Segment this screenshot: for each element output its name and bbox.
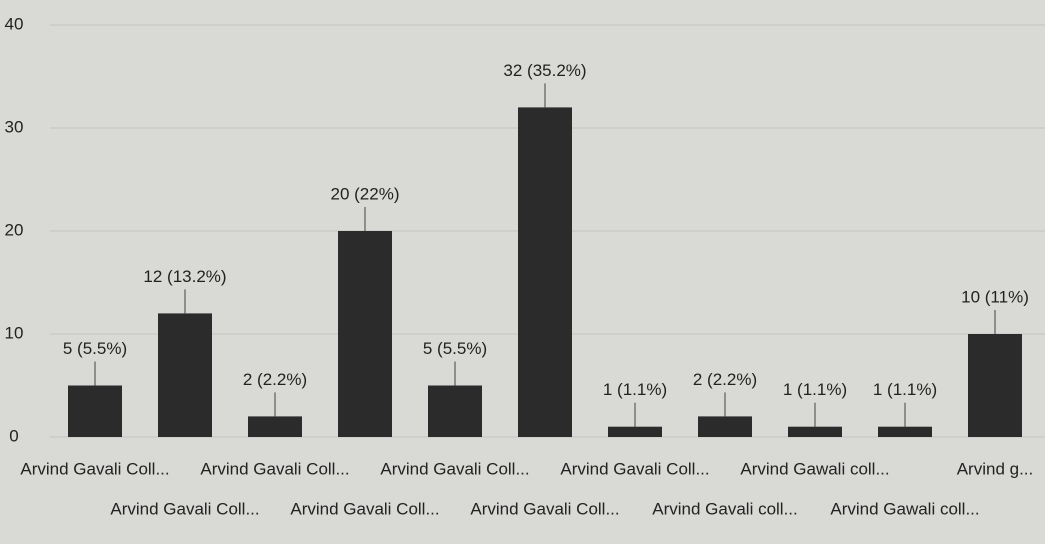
data-label: 10 (11%) bbox=[961, 287, 1029, 306]
x-tick-label: Arvind Gawali coll... bbox=[740, 459, 889, 478]
y-tick-label: 20 bbox=[5, 220, 24, 239]
bar bbox=[338, 231, 392, 437]
x-tick-label: Arvind g... bbox=[957, 459, 1034, 478]
x-tick-label: Arvind Gavali Coll... bbox=[380, 459, 529, 478]
x-tick-label: Arvind Gavali Coll... bbox=[110, 499, 259, 518]
data-label: 5 (5.5%) bbox=[63, 339, 127, 358]
x-tick-label: Arvind Gavali Coll... bbox=[560, 459, 709, 478]
bar bbox=[248, 416, 302, 437]
y-tick-label: 10 bbox=[5, 323, 24, 342]
data-label: 1 (1.1%) bbox=[873, 380, 937, 399]
bar bbox=[518, 107, 572, 438]
bar bbox=[608, 426, 662, 437]
data-label: 2 (2.2%) bbox=[243, 370, 307, 389]
data-label: 1 (1.1%) bbox=[783, 380, 847, 399]
x-tick-label: Arvind Gavali Coll... bbox=[200, 459, 349, 478]
x-tick-label: Arvind Gavali Coll... bbox=[20, 459, 169, 478]
y-tick-label: 0 bbox=[9, 426, 18, 445]
bar bbox=[428, 385, 482, 437]
bar bbox=[968, 334, 1022, 437]
bar bbox=[698, 416, 752, 437]
data-label: 2 (2.2%) bbox=[693, 370, 757, 389]
x-tick-label: Arvind Gavali coll... bbox=[652, 499, 798, 518]
data-label: 5 (5.5%) bbox=[423, 339, 487, 358]
y-tick-label: 30 bbox=[5, 117, 24, 136]
x-tick-label: Arvind Gavali Coll... bbox=[470, 499, 619, 518]
data-label: 1 (1.1%) bbox=[603, 380, 667, 399]
bar bbox=[68, 385, 122, 437]
x-tick-label: Arvind Gavali Coll... bbox=[290, 499, 439, 518]
bar bbox=[878, 426, 932, 437]
bar bbox=[158, 313, 212, 437]
data-label: 32 (35.2%) bbox=[503, 61, 586, 80]
y-tick-label: 40 bbox=[5, 14, 24, 33]
data-label: 12 (13.2%) bbox=[143, 267, 226, 286]
data-label: 20 (22%) bbox=[331, 184, 400, 203]
bar bbox=[788, 426, 842, 437]
x-tick-label: Arvind Gawali coll... bbox=[830, 499, 979, 518]
